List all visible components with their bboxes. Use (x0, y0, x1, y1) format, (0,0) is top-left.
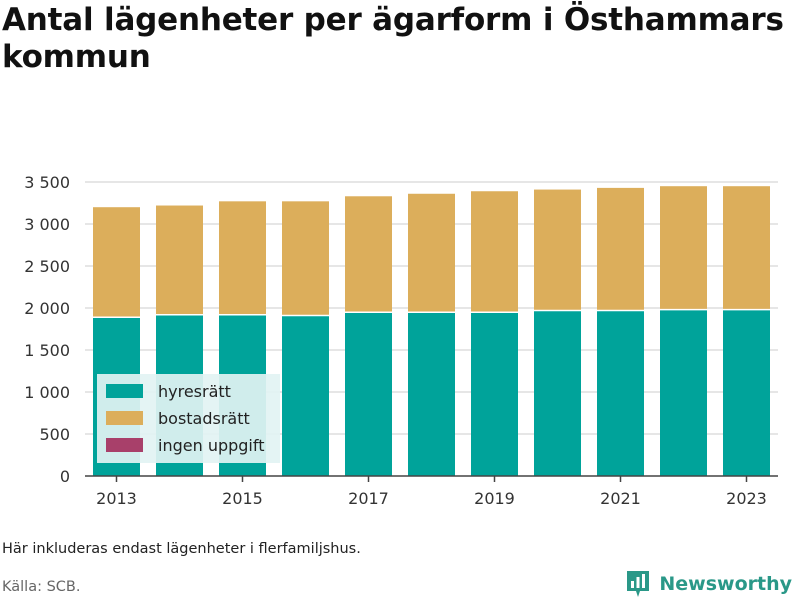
legend-swatch (106, 438, 143, 452)
y-tick-label: 500 (39, 425, 70, 444)
bar-segment-hyresratt (408, 312, 455, 476)
x-tick-label: 2013 (96, 489, 137, 508)
bar-segment-bostadsratt (219, 201, 266, 315)
bar-segment-hyresratt (660, 309, 707, 476)
x-tick-label: 2015 (222, 489, 263, 508)
x-tick-label: 2021 (600, 489, 641, 508)
bar-segment-bostadsratt (534, 189, 581, 311)
bar-segment-hyresratt (282, 315, 329, 476)
bar-segment-bostadsratt (471, 191, 518, 313)
bar-segment-hyresratt (471, 312, 518, 476)
y-tick-label: 3 000 (24, 215, 70, 234)
legend-label: hyresrätt (158, 382, 231, 401)
x-tick-label: 2019 (474, 489, 515, 508)
bar-segment-bostadsratt (660, 186, 707, 310)
legend-label: bostadsrätt (158, 409, 250, 428)
legend: hyresrätt bostadsrätt ingen uppgift (97, 374, 280, 463)
legend-swatch (106, 411, 143, 425)
legend-label: ingen uppgift (158, 436, 265, 455)
x-axis-ticks: 2013 2015 2017 2019 2021 2023 (96, 476, 767, 508)
y-tick-label: 1 500 (24, 341, 70, 360)
y-tick-label: 1 000 (24, 383, 70, 402)
x-tick-label: 2023 (726, 489, 767, 508)
bar-segment-bostadsratt (408, 193, 455, 313)
bar-segment-bostadsratt (597, 187, 644, 311)
bar-segment-bostadsratt (93, 207, 140, 318)
y-axis-ticks: 0 500 1 000 1 500 2 000 2 500 3 000 3 500 (24, 173, 70, 486)
bar-segment-bostadsratt (282, 201, 329, 316)
bar-segment-bostadsratt (345, 196, 392, 313)
newsworthy-logo-icon (627, 571, 650, 597)
y-tick-label: 0 (60, 467, 70, 486)
chart-title: Antal lägenheter per ägarform i Östhamma… (2, 2, 784, 75)
bar-segment-bostadsratt (156, 205, 203, 315)
x-tick-label: 2017 (348, 489, 389, 508)
source-text: Källa: SCB. (2, 579, 81, 595)
brand-name: Newsworthy (659, 573, 792, 595)
footnote: Här inkluderas endast lägenheter i flerf… (2, 541, 361, 557)
legend-swatch (106, 384, 143, 398)
y-tick-label: 2 000 (24, 299, 70, 318)
y-tick-label: 2 500 (24, 257, 70, 276)
bar-segment-hyresratt (723, 309, 770, 476)
y-tick-label: 3 500 (24, 173, 70, 192)
bar-segment-bostadsratt (723, 186, 770, 310)
bar-segment-hyresratt (534, 310, 581, 476)
bar-segment-hyresratt (345, 312, 392, 476)
bar-segment-hyresratt (597, 310, 644, 476)
newsworthy-logo: Newsworthy (625, 569, 792, 599)
